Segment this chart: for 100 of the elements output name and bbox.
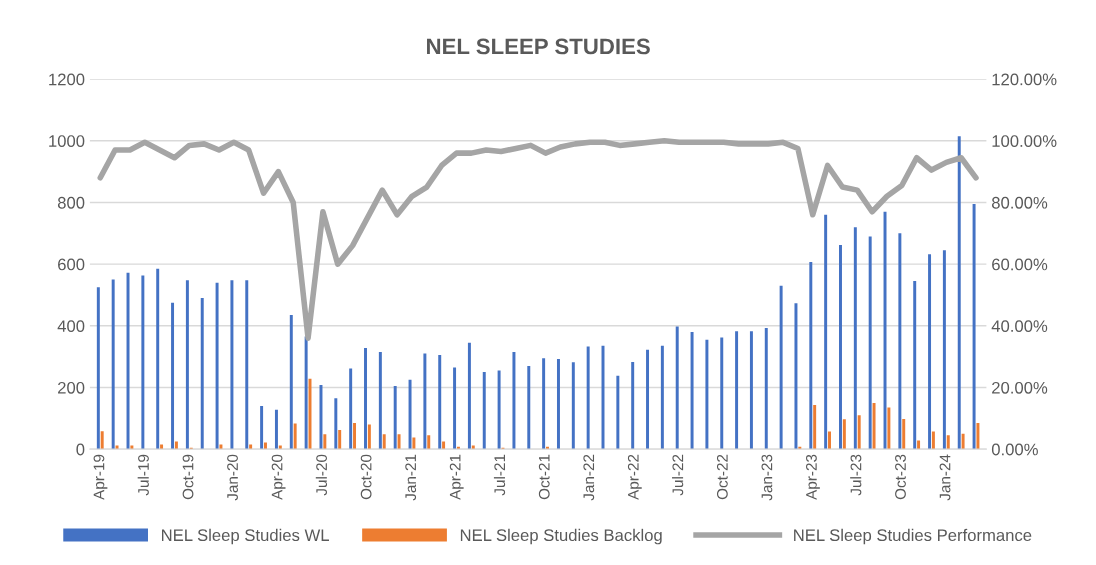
y-tick-label: 400: [57, 320, 85, 333]
x-tick-label: Jul-22: [672, 454, 684, 496]
bar: [482, 372, 486, 450]
legend-label: NEL Sleep Studies WL: [162, 528, 329, 545]
bar: [779, 285, 783, 450]
bar: [631, 361, 635, 450]
bar: [471, 445, 475, 450]
bar: [957, 136, 961, 450]
bar: [828, 431, 831, 450]
bar: [349, 368, 353, 450]
bar: [902, 418, 906, 450]
x-tick-label: Apr-22: [627, 454, 642, 500]
bar: [412, 437, 416, 450]
x-tick-label: Apr-20: [271, 454, 286, 500]
bar: [824, 214, 828, 450]
bar: [367, 424, 371, 450]
y-tick-label: 1200: [49, 73, 85, 86]
bar: [527, 365, 531, 450]
x-tick-label: Jan-22: [583, 454, 595, 501]
y2-tick-label: 60.00%: [992, 258, 1048, 271]
bar: [319, 385, 323, 450]
legend-label: NEL Sleep Studies Performance: [794, 528, 1032, 545]
x-tick-label: Oct-21: [538, 454, 550, 500]
bar: [323, 434, 327, 450]
bar: [304, 336, 308, 450]
bar: [913, 281, 917, 450]
legend-label: NEL Sleep Studies Backlog: [460, 528, 662, 545]
bar: [794, 303, 798, 450]
bar: [453, 367, 457, 450]
x-tick-label: Jul-21: [493, 454, 506, 496]
bar: [660, 345, 664, 450]
bar: [898, 233, 902, 450]
bar: [378, 352, 382, 450]
bar: [571, 362, 575, 450]
bar: [185, 280, 189, 450]
bar: [174, 441, 178, 450]
bar: [230, 280, 234, 450]
bar: [126, 272, 130, 450]
bar: [260, 406, 264, 450]
bar: [438, 355, 442, 450]
bar: [868, 236, 872, 450]
x-tick-label: Jan-24: [939, 454, 951, 501]
bar: [171, 302, 175, 450]
x-tick-label: Oct-19: [182, 454, 194, 500]
bar: [382, 434, 386, 450]
bar: [857, 415, 861, 450]
bar: [749, 331, 753, 450]
bar: [96, 287, 100, 450]
x-tick-label: Apr-19: [93, 454, 108, 500]
bar: [764, 327, 768, 450]
bar: [813, 405, 817, 450]
bar: [646, 349, 650, 450]
bar: [289, 315, 293, 450]
bar: [839, 245, 842, 450]
bar: [263, 442, 267, 450]
bar: [353, 422, 357, 450]
bar: [115, 445, 119, 450]
y-tick-label: 1000: [49, 135, 85, 147]
y2-tick-label: 100.00%: [992, 135, 1057, 147]
x-tick-label: Jan-20: [227, 454, 238, 501]
bar: [397, 434, 401, 450]
y2-tick-label: 120.00%: [992, 73, 1057, 86]
bar: [111, 279, 115, 450]
x-tick-label: Jan-23: [761, 454, 773, 501]
bar: [931, 431, 935, 450]
bar: [408, 379, 412, 450]
bar: [872, 402, 876, 450]
bar: [141, 275, 145, 450]
bar: [130, 445, 134, 450]
bar: [100, 431, 104, 450]
y-tick-label: 0: [76, 443, 85, 456]
x-tick-label: Jul-20: [315, 454, 328, 496]
y2-tick-label: 20.00%: [992, 381, 1048, 394]
bar: [917, 440, 921, 450]
x-tick-label: Apr-21: [449, 454, 464, 500]
x-tick-label: Oct-20: [360, 454, 372, 500]
bar: [156, 268, 160, 450]
bar: [972, 204, 976, 450]
bar: [961, 433, 965, 450]
y2-tick-label: 0.00%: [991, 443, 1038, 456]
x-tick-label: Oct-23: [895, 454, 906, 500]
bar: [883, 211, 887, 450]
y2-tick-label: 80.00%: [991, 196, 1048, 209]
bar: [705, 339, 709, 450]
bar: [720, 337, 724, 450]
bar: [586, 346, 590, 450]
y-tick-label: 200: [58, 381, 85, 394]
bar: [556, 359, 560, 450]
bar: [364, 348, 367, 450]
bar: [809, 261, 813, 450]
bar: [274, 409, 278, 450]
bar: [245, 280, 249, 450]
bar: [423, 353, 427, 450]
x-tick-label: Oct-22: [716, 454, 728, 500]
bar: [497, 370, 501, 450]
bar: [338, 430, 342, 450]
y-tick-label: 800: [57, 196, 85, 209]
bar: [946, 435, 950, 450]
bar: [393, 385, 397, 450]
bar: [675, 326, 679, 450]
